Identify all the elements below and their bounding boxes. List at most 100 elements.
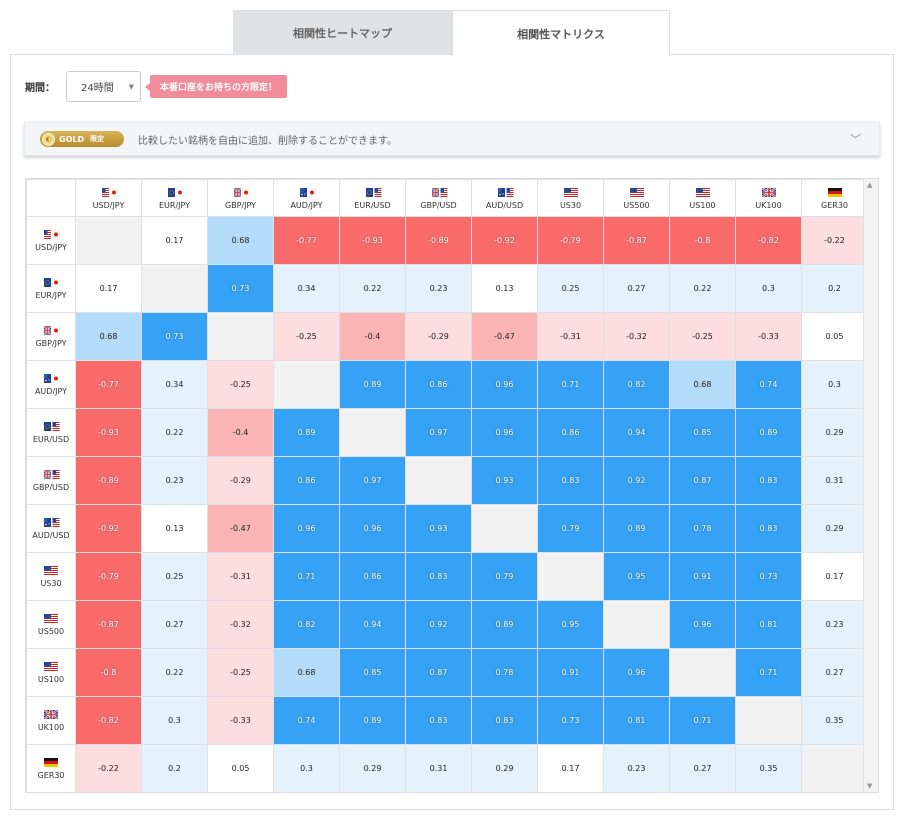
matrix-cell[interactable]: 0.05 [801,312,868,361]
matrix-cell[interactable]: 0.27 [801,648,868,697]
matrix-cell[interactable]: 0.86 [537,408,604,457]
matrix-cell[interactable]: 0.71 [669,696,736,745]
matrix-cell[interactable]: 0.93 [471,456,538,505]
matrix-cell[interactable]: 0.23 [141,456,208,505]
matrix-cell[interactable]: 0.83 [471,696,538,745]
gold-feature-bar[interactable]: ◐ GOLD 限定 比較したい銘柄を自由に追加、削除することができます。 ﹀ [24,122,880,156]
matrix-cell[interactable]: 0.87 [669,456,736,505]
matrix-cell[interactable]: 0.23 [603,744,670,792]
matrix-cell[interactable]: 0.3 [141,696,208,745]
matrix-cell[interactable]: 0.25 [537,264,604,313]
matrix-cell[interactable]: -0.87 [75,600,142,649]
matrix-cell[interactable]: 0.73 [207,264,274,313]
matrix-cell[interactable]: 0.29 [801,504,868,553]
matrix-cell[interactable]: 0.22 [141,408,208,457]
matrix-cell[interactable]: 0.83 [735,456,802,505]
matrix-cell[interactable]: 0.94 [603,408,670,457]
scroll-up-icon[interactable]: ▲ [867,181,873,189]
matrix-cell[interactable]: 0.27 [141,600,208,649]
matrix-cell[interactable]: -0.47 [207,504,274,553]
matrix-cell[interactable]: 0.78 [669,504,736,553]
matrix-cell[interactable]: -0.82 [735,216,802,265]
matrix-cell[interactable]: 0.3 [735,264,802,313]
vertical-scrollbar[interactable]: ▲ ▼ [863,179,878,792]
matrix-cell[interactable]: 0.86 [405,360,472,409]
matrix-cell[interactable]: -0.22 [801,216,868,265]
matrix-cell[interactable]: 0.96 [471,408,538,457]
matrix-cell[interactable]: 0.92 [603,456,670,505]
matrix-cell[interactable]: -0.93 [75,408,142,457]
matrix-cell[interactable]: -0.4 [207,408,274,457]
matrix-cell[interactable]: 0.89 [339,360,406,409]
matrix-cell[interactable]: -0.77 [273,216,340,265]
matrix-cell[interactable]: 0.29 [801,408,868,457]
matrix-cell[interactable]: 0.91 [669,552,736,601]
matrix-cell[interactable]: -0.89 [405,216,472,265]
matrix-cell[interactable]: -0.33 [735,312,802,361]
matrix-cell[interactable]: 0.94 [339,600,406,649]
matrix-cell[interactable]: 0.22 [141,648,208,697]
matrix-cell[interactable]: -0.87 [603,216,670,265]
period-select[interactable]: 24時間 ▼ [66,71,141,102]
matrix-cell[interactable]: 0.71 [537,360,604,409]
matrix-cell[interactable]: 0.27 [603,264,670,313]
matrix-cell[interactable]: -0.47 [471,312,538,361]
matrix-cell[interactable]: -0.25 [207,648,274,697]
scroll-down-icon[interactable]: ▼ [867,782,873,790]
matrix-cell[interactable]: 0.68 [669,360,736,409]
matrix-cell[interactable]: 0.85 [669,408,736,457]
matrix-cell[interactable]: -0.31 [537,312,604,361]
matrix-cell[interactable]: 0.2 [801,264,868,313]
matrix-cell[interactable]: 0.73 [735,552,802,601]
matrix-cell[interactable]: 0.83 [735,504,802,553]
matrix-cell[interactable]: 0.13 [141,504,208,553]
matrix-cell[interactable]: -0.32 [603,312,670,361]
matrix-cell[interactable]: 0.74 [273,696,340,745]
matrix-cell[interactable]: 0.3 [273,744,340,792]
matrix-cell[interactable]: 0.82 [273,600,340,649]
matrix-cell[interactable]: 0.97 [339,456,406,505]
matrix-cell[interactable]: 0.23 [801,600,868,649]
matrix-cell[interactable]: 0.97 [405,408,472,457]
matrix-cell[interactable]: 0.85 [339,648,406,697]
matrix-cell[interactable]: -0.79 [75,552,142,601]
matrix-cell[interactable]: 0.86 [339,552,406,601]
matrix-cell[interactable]: -0.25 [669,312,736,361]
matrix-cell[interactable]: 0.13 [471,264,538,313]
matrix-cell[interactable]: 0.79 [537,504,604,553]
matrix-cell[interactable]: -0.8 [669,216,736,265]
matrix-cell[interactable]: 0.29 [339,744,406,792]
matrix-cell[interactable]: 0.17 [75,264,142,313]
matrix-cell[interactable]: 0.96 [339,504,406,553]
matrix-cell[interactable]: 0.17 [537,744,604,792]
matrix-cell[interactable]: 0.71 [273,552,340,601]
matrix-cell[interactable]: -0.31 [207,552,274,601]
matrix-cell[interactable]: -0.29 [207,456,274,505]
matrix-cell[interactable]: 0.35 [735,744,802,792]
matrix-cell[interactable]: 0.89 [339,696,406,745]
matrix-cell[interactable]: -0.92 [471,216,538,265]
matrix-cell[interactable]: 0.22 [669,264,736,313]
matrix-cell[interactable]: 0.89 [603,504,670,553]
tab-correlation-matrix[interactable]: 相関性マトリクス [452,10,670,56]
matrix-cell[interactable]: 0.78 [471,648,538,697]
matrix-cell[interactable]: 0.89 [735,408,802,457]
matrix-cell[interactable]: -0.82 [75,696,142,745]
matrix-cell[interactable]: 0.35 [801,696,868,745]
tab-correlation-heatmap[interactable]: 相関性ヒートマップ [233,10,452,55]
matrix-cell[interactable]: 0.74 [735,360,802,409]
matrix-cell[interactable]: 0.83 [405,696,472,745]
matrix-cell[interactable]: 0.96 [603,648,670,697]
matrix-cell[interactable]: 0.73 [141,312,208,361]
matrix-cell[interactable]: -0.4 [339,312,406,361]
matrix-cell[interactable]: 0.23 [405,264,472,313]
matrix-cell[interactable]: 0.81 [603,696,670,745]
matrix-cell[interactable]: 0.25 [141,552,208,601]
matrix-cell[interactable]: 0.71 [735,648,802,697]
matrix-cell[interactable]: 0.86 [273,456,340,505]
matrix-cell[interactable]: 0.95 [537,600,604,649]
matrix-cell[interactable]: -0.92 [75,504,142,553]
matrix-cell[interactable]: -0.25 [273,312,340,361]
matrix-cell[interactable]: 0.22 [339,264,406,313]
matrix-cell[interactable]: -0.22 [75,744,142,792]
